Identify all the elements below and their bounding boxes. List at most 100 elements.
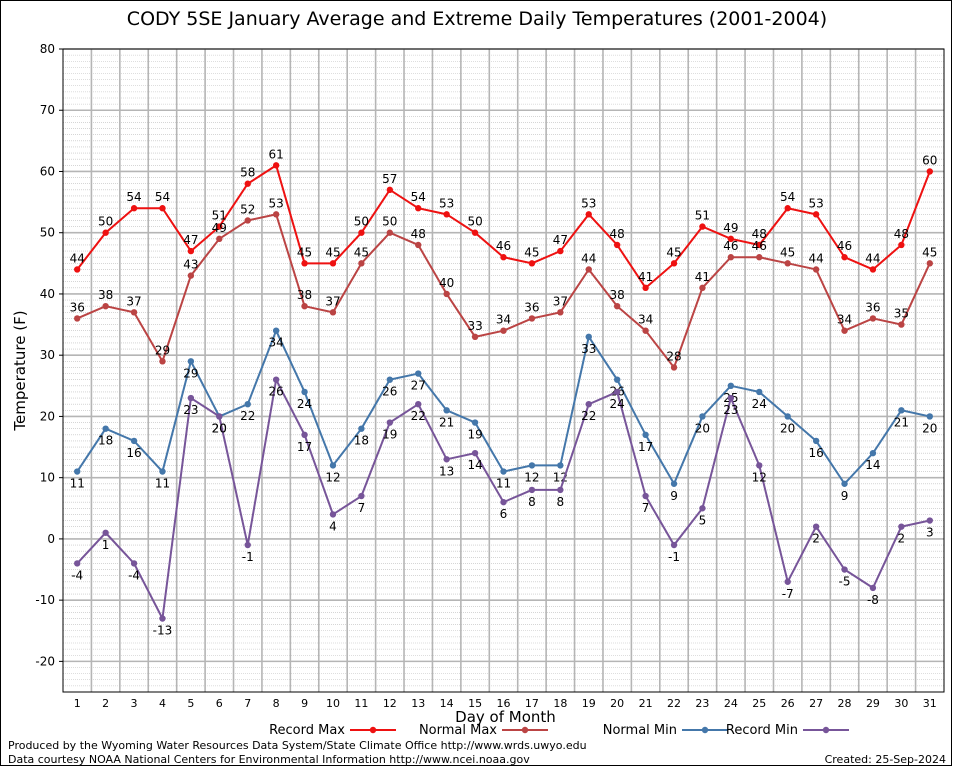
x-tick-label: 21 [639,697,653,710]
data-label: 45 [524,245,539,259]
data-label: 21 [439,415,454,429]
data-label: 53 [439,196,454,210]
data-label: 45 [325,245,340,259]
data-label: 3 [926,526,934,540]
data-point [159,358,166,365]
data-point [756,462,763,469]
data-label: 22 [581,409,596,423]
data-label: 7 [642,501,650,515]
data-label: 12 [325,470,340,484]
legend-item: Record Max [269,723,396,738]
data-point [699,413,706,420]
y-tick-label: -20 [35,654,55,668]
vertical-gridlines [90,49,917,692]
data-point [159,615,166,622]
data-point [528,260,536,267]
data-point [386,419,394,426]
data-label: 34 [496,313,511,327]
data-label: 33 [581,342,596,356]
data-point [557,309,564,316]
legend-label: Normal Min [603,723,677,738]
data-label: 58 [240,166,255,180]
data-point [812,266,820,273]
x-tick-label: 23 [695,697,709,710]
data-point [642,492,649,500]
data-point [557,247,564,255]
data-label: 60 [922,153,937,167]
data-label: 24 [752,397,767,411]
chart-title: CODY 5SE January Average and Extreme Dai… [126,8,828,30]
data-label: 20 [695,421,710,435]
data-point [841,480,848,487]
data-point [187,272,195,279]
data-point [471,449,479,457]
series-normal-max: 36 38 37 29 43 49 52 53 38 37 45 50 48 40 33 34 36 37 44 38… [70,196,937,371]
data-point [670,541,678,549]
data-point [727,235,735,243]
data-label: 23 [723,403,738,417]
data-label: 17 [297,440,312,454]
data-label: 34 [837,313,852,327]
data-point [841,327,848,334]
data-label: 53 [581,196,596,210]
data-point [244,217,251,224]
data-point [500,254,507,261]
data-label: 13 [439,464,454,478]
data-label: 46 [723,239,738,253]
data-label: 26 [382,385,397,399]
data-point [216,413,223,420]
x-tick-label: 18 [553,697,567,710]
data-point [471,229,479,236]
data-label: 37 [325,294,340,308]
created-date: Created: 25-Sep-2024 [824,753,946,766]
x-tick-labels: 1 2 3 4 5 6 7 8 9 10 11 12 13 14 15 16 17 18 19 20 21 22 23 24 2… [74,697,937,710]
data-point [415,205,422,212]
x-tick-label: 31 [923,697,937,710]
x-tick-label: 29 [866,697,880,710]
data-point [74,266,81,273]
data-point [898,321,905,328]
x-tick-label: 14 [440,697,454,710]
data-label: 45 [922,245,937,259]
y-tick-label: 10 [40,471,55,485]
data-point [926,517,933,524]
data-label: 53 [269,196,284,210]
data-label: 23 [183,403,198,417]
data-point [756,241,763,249]
data-label: 48 [752,227,767,241]
legend: Record Max Normal Max Normal Min Record Min [269,723,849,738]
data-label: 54 [411,190,426,204]
x-tick-label: 22 [667,697,681,710]
minor-gridlines [63,54,944,693]
data-point [756,388,763,396]
data-label: 47 [183,233,198,247]
data-label: 7 [358,501,366,515]
data-point [187,358,195,365]
data-label: 12 [524,470,539,484]
data-point [301,260,308,267]
x-tick-label: 30 [894,697,908,710]
data-label: 29 [155,343,170,357]
data-label: 49 [723,221,738,235]
data-point [613,303,621,310]
x-tick-label: 12 [383,697,397,710]
data-label: 48 [610,227,625,241]
y-tick-label: 30 [40,348,55,362]
y-tick-label: 0 [47,532,55,546]
data-label: 26 [269,385,284,399]
credit-line-2: Data courtesy NOAA National Centers for … [8,753,530,766]
data-point [500,498,507,506]
data-label: 46 [752,239,767,253]
y-tick-label: 80 [40,42,55,56]
data-label: 2 [812,532,820,546]
x-tick-label: 6 [216,697,223,710]
data-label: 19 [467,428,482,442]
data-point [159,468,166,475]
data-label: 4 [329,519,337,533]
data-point [358,425,365,432]
data-label: 33 [467,319,482,333]
data-label: 36 [865,300,880,314]
data-label: 47 [553,233,568,247]
